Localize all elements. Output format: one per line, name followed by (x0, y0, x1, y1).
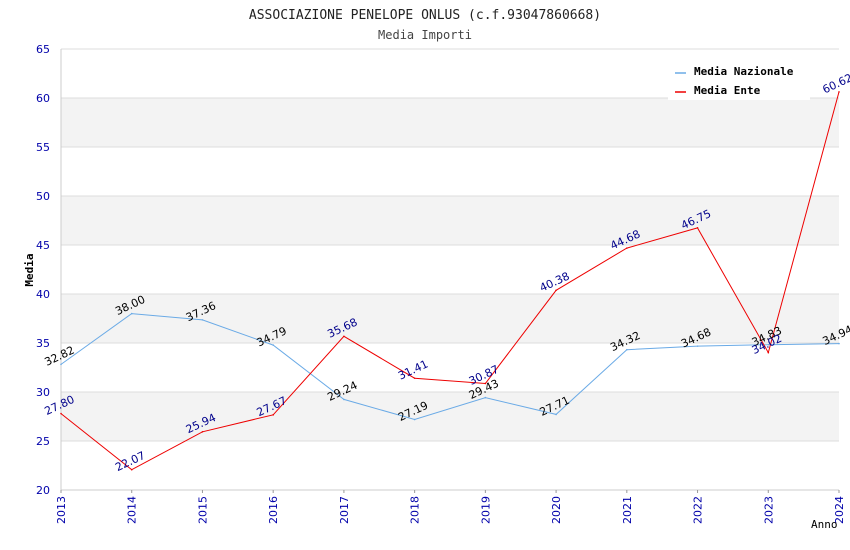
data-point (767, 343, 770, 346)
legend-label-ente: Media Ente (694, 84, 761, 97)
y-axis-label: Media (23, 253, 36, 286)
y-tick-label: 25 (36, 435, 50, 448)
legend-box (668, 58, 810, 100)
y-tick-label: 45 (36, 239, 50, 252)
y-tick-label: 30 (36, 386, 50, 399)
chart-subtitle: Media Importi (378, 28, 472, 42)
series-line-ente (60, 91, 840, 471)
data-point (343, 398, 345, 401)
grid-band (61, 98, 839, 147)
data-point (201, 319, 204, 321)
y-tick-label: 50 (36, 190, 50, 203)
grid-band (61, 196, 839, 245)
data-point (626, 247, 628, 249)
series-group (60, 91, 840, 471)
grid-band (61, 294, 839, 343)
grid-bands (61, 98, 839, 441)
y-tick-label: 20 (36, 484, 50, 497)
y-tick-label: 35 (36, 337, 50, 350)
data-label: 22.07 (113, 449, 147, 474)
x-tick-label: 2017 (338, 496, 351, 524)
data-point (555, 413, 557, 416)
y-tick-label: 65 (36, 43, 50, 56)
data-point (201, 430, 204, 433)
x-tick-label: 2016 (267, 496, 280, 524)
x-tick-label: 2020 (550, 496, 563, 524)
x-tick-label: 2019 (479, 496, 492, 524)
series-line-nazionale (60, 313, 840, 421)
grid-band (61, 392, 839, 441)
axes (60, 49, 839, 491)
data-point (60, 412, 62, 415)
data-label: 40.38 (538, 270, 572, 295)
data-point (484, 396, 487, 399)
x-axis-ticks: 2013 2014 2015 2016 2017 2018 2019 2020 2021 2022… (55, 490, 846, 524)
grid-lines (61, 48, 839, 491)
data-point (696, 345, 699, 347)
data-label: 60.62 (820, 71, 850, 96)
x-tick-label: 2021 (621, 496, 634, 524)
y-tick-label: 60 (36, 92, 50, 105)
legend: Media Nazionale Media Ente (668, 58, 810, 100)
data-point (626, 348, 628, 351)
data-point (272, 344, 274, 346)
chart-title: ASSOCIAZIONE PENELOPE ONLUS (c.f.9304786… (249, 8, 601, 23)
data-point (413, 418, 416, 421)
x-tick-label: 2022 (692, 496, 705, 524)
data-point (838, 342, 840, 345)
y-axis-ticks: 20 25 30 35 40 45 50 55 60 65 (36, 43, 50, 497)
data-point (767, 351, 770, 354)
y-tick-label: 40 (36, 288, 50, 301)
legend-label-nazionale: Media Nazionale (694, 65, 794, 78)
data-point (696, 227, 699, 229)
y-tick-label: 55 (36, 141, 50, 154)
data-point (272, 414, 274, 416)
data-point (413, 377, 416, 379)
x-tick-label: 2023 (762, 496, 775, 524)
data-point (484, 382, 487, 385)
x-tick-label: 2015 (196, 496, 209, 524)
data-point (343, 335, 345, 338)
data-point (555, 289, 557, 292)
data-point (130, 468, 133, 471)
x-tick-label: 2024 (833, 496, 846, 524)
data-point (130, 312, 133, 315)
x-axis-label: Anno (811, 518, 838, 531)
x-tick-label: 2014 (126, 496, 139, 524)
data-point (838, 91, 840, 93)
x-tick-label: 2013 (55, 496, 68, 524)
data-point (60, 363, 62, 366)
x-tick-label: 2018 (409, 496, 422, 524)
